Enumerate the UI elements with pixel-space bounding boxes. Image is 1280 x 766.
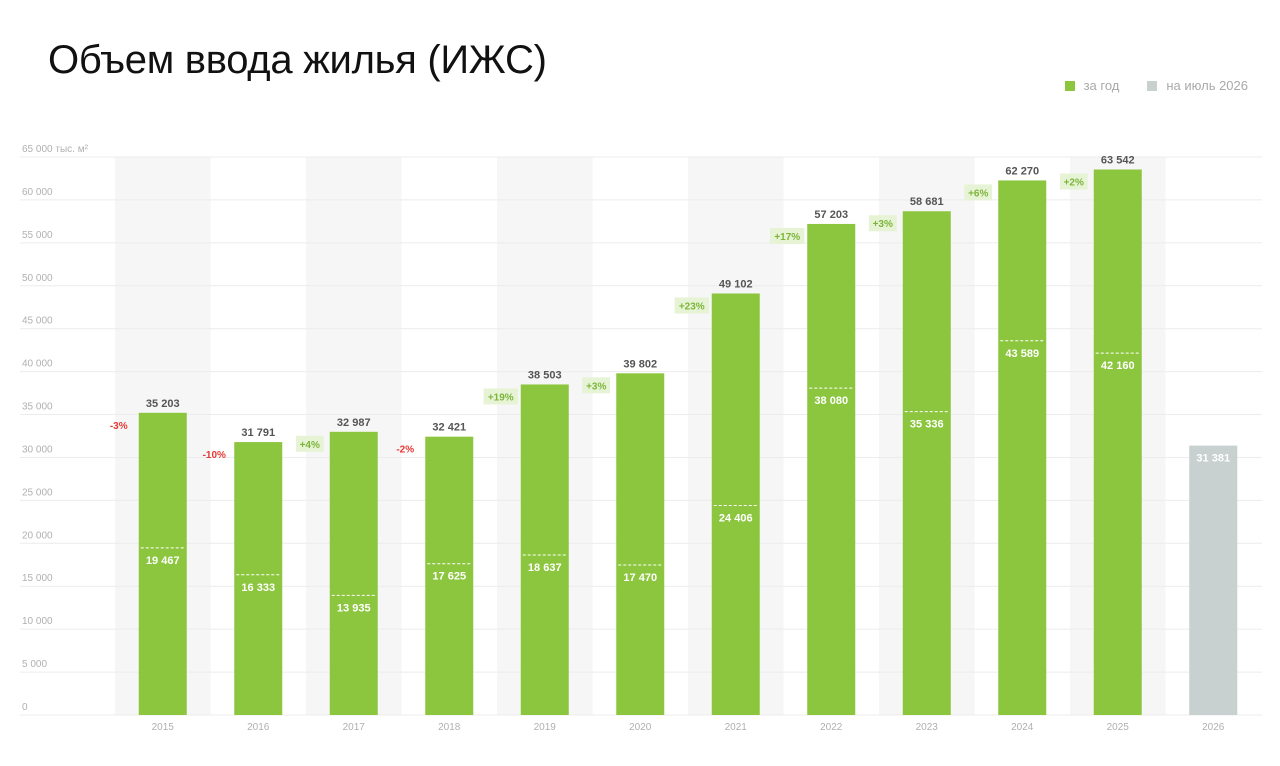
change-badge — [295, 435, 324, 452]
y-tick-label: 30 000 — [22, 444, 53, 455]
change-label: +3% — [873, 219, 893, 230]
page-title: Объем ввода жилья (ИЖС) — [48, 38, 547, 82]
july-value-label: 13 935 — [337, 602, 371, 614]
july-value-label: 18 637 — [528, 562, 562, 574]
x-tick-label: 2021 — [725, 722, 748, 733]
bar-value-label: 32 987 — [337, 417, 371, 429]
y-tick-label: 40 000 — [22, 359, 53, 370]
july-value-label: 42 160 — [1101, 360, 1135, 372]
bar-annual — [329, 431, 378, 715]
x-tick-label: 2017 — [343, 722, 366, 733]
y-tick-label: 0 — [22, 702, 28, 713]
legend-item-july: на июль 2026 — [1147, 78, 1248, 93]
y-tick-label: 15 000 — [22, 573, 53, 584]
bar-annual — [520, 384, 569, 715]
x-tick-label: 2018 — [438, 722, 461, 733]
bar-annual — [902, 211, 951, 715]
change-label: +23% — [679, 301, 705, 312]
bar-value-label: 57 203 — [814, 209, 848, 221]
change-label: -3% — [110, 421, 128, 432]
x-tick-label: 2015 — [152, 722, 175, 733]
change-badge — [582, 377, 611, 394]
legend-item-annual: за год — [1064, 78, 1120, 93]
change-badge — [868, 215, 897, 232]
july-value-label: 38 080 — [814, 395, 848, 407]
y-tick-label: 45 000 — [22, 316, 53, 327]
y-tick-label: 65 000 тыс. м² — [22, 144, 89, 155]
x-tick-label: 2023 — [916, 722, 939, 733]
y-tick-label: 5 000 — [22, 659, 47, 670]
bar-annual — [1093, 169, 1142, 716]
bar-value-label: 32 421 — [432, 422, 466, 434]
bar-annual — [616, 373, 665, 715]
change-label: +2% — [1064, 178, 1084, 189]
bar-annual — [711, 293, 760, 715]
x-tick-label: 2022 — [820, 722, 843, 733]
y-tick-label: 60 000 — [22, 187, 53, 198]
change-badge — [483, 388, 518, 405]
july-value-label: 17 625 — [432, 571, 466, 583]
july-value-label: 24 406 — [719, 512, 753, 524]
july-value-label: 19 467 — [146, 555, 180, 567]
x-tick-label: 2026 — [1202, 722, 1225, 733]
change-badge — [770, 227, 805, 244]
change-badge — [1059, 173, 1088, 190]
bar-annual — [807, 223, 856, 715]
change-label: +17% — [774, 232, 800, 243]
y-tick-label: 35 000 — [22, 402, 53, 413]
x-tick-label: 2019 — [534, 722, 557, 733]
change-label: -2% — [396, 445, 414, 456]
y-tick-label: 25 000 — [22, 487, 53, 498]
july-value-label: 43 589 — [1005, 348, 1039, 360]
change-label: +3% — [586, 381, 606, 392]
change-badge — [964, 184, 993, 201]
july-value-label: 35 336 — [910, 419, 944, 431]
bar-value-label: 63 542 — [1101, 155, 1135, 167]
bar-annual — [138, 412, 187, 715]
bar-value-label: 38 503 — [528, 369, 562, 381]
legend-label-annual: за год — [1083, 78, 1120, 93]
chart-legend: за год на июль 2026 — [1064, 78, 1248, 93]
y-tick-label: 55 000 — [22, 230, 53, 241]
july-value-label: 17 470 — [623, 572, 657, 584]
bar-value-label: 49 102 — [719, 278, 753, 290]
x-tick-label: 2016 — [247, 722, 270, 733]
bar-annual — [998, 180, 1047, 715]
x-tick-label: 2024 — [1011, 722, 1034, 733]
bar-value-label: 35 203 — [146, 398, 180, 410]
bar-value-label: 39 802 — [623, 358, 657, 370]
change-label: +6% — [968, 188, 988, 199]
legend-label-july: на июль 2026 — [1166, 78, 1248, 93]
bar-value-label: 58 681 — [910, 196, 944, 208]
legend-swatch-july — [1147, 80, 1158, 91]
bar-annual — [425, 436, 474, 715]
legend-swatch-annual — [1064, 80, 1075, 91]
y-tick-label: 10 000 — [22, 616, 53, 627]
x-tick-label: 2020 — [629, 722, 652, 733]
july-value-label: 16 333 — [241, 582, 275, 594]
change-label: +4% — [300, 440, 320, 451]
y-tick-label: 20 000 — [22, 530, 53, 541]
change-badge — [674, 297, 709, 314]
bar-annual — [234, 442, 283, 715]
bar-value-label: 62 270 — [1005, 165, 1039, 177]
y-tick-label: 50 000 — [22, 273, 53, 284]
x-tick-label: 2025 — [1107, 722, 1130, 733]
change-label: -10% — [203, 450, 226, 461]
bar-july — [1189, 445, 1238, 715]
july-value-label: 31 381 — [1196, 453, 1230, 465]
bar-value-label: 31 791 — [241, 427, 275, 439]
change-label: +19% — [488, 392, 514, 403]
